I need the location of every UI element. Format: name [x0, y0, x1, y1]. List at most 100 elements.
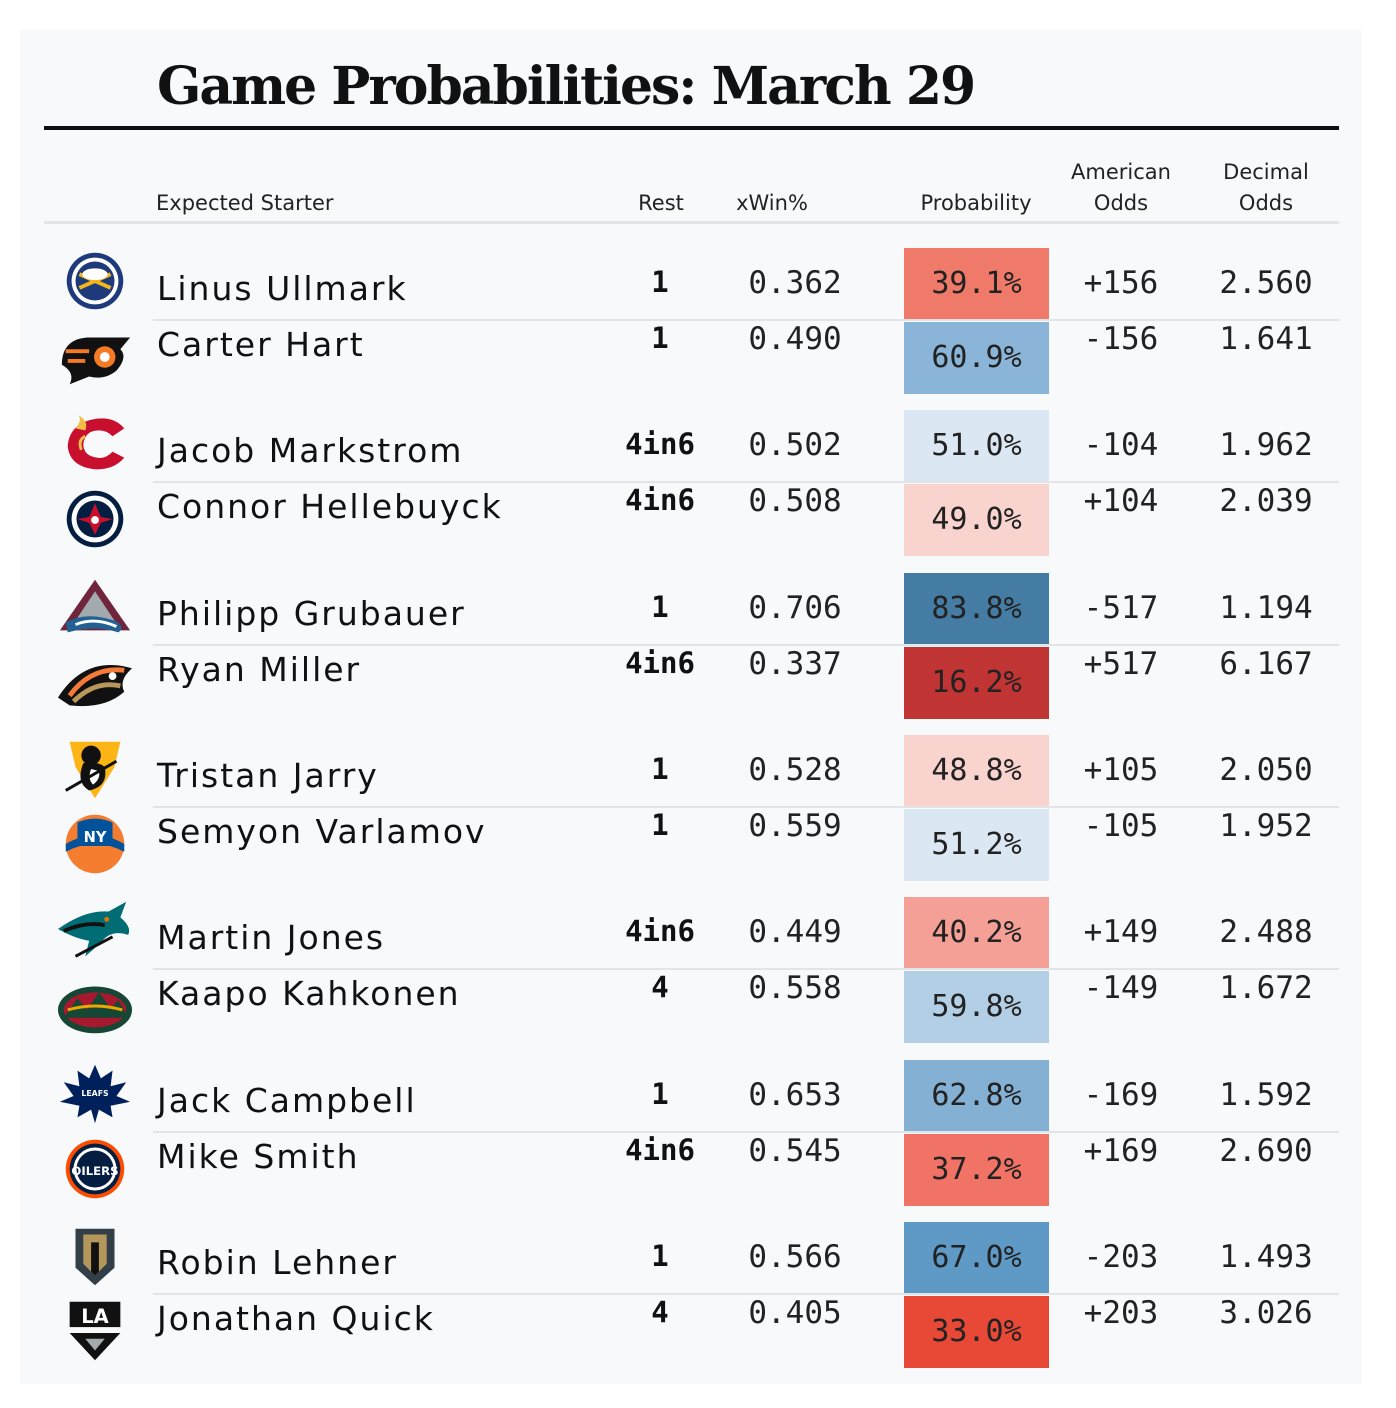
american-odds-jacob-markstrom: -104: [1083, 427, 1159, 463]
probability-value-kaapo-kahkonen: 59.8%: [931, 989, 1022, 1024]
probability-value-linus-ullmark: 39.1%: [931, 266, 1022, 301]
american-odds-tristan-jarry: +105: [1083, 752, 1159, 788]
calgary-flames-logo-icon: [56, 412, 134, 476]
american-odds-semyon-varlamov: -105: [1083, 808, 1159, 844]
probability-cell-robin-lehner: [904, 1222, 1049, 1294]
xwin-value-jack-campbell: 0.653: [748, 1077, 842, 1113]
probability-value-robin-lehner: 67.0%: [931, 1240, 1022, 1275]
header-divider: [44, 221, 1339, 224]
philadelphia-flyers-logo-icon: [56, 325, 134, 389]
header-rest: Rest: [638, 191, 684, 215]
probability-value-jonathan-quick: 33.0%: [931, 1314, 1022, 1349]
xwin-value-semyon-varlamov: 0.559: [748, 808, 842, 844]
american-odds-robin-lehner: -203: [1083, 1239, 1159, 1275]
xwin-value-philipp-grubauer: 0.706: [748, 590, 842, 626]
probability-cell-philipp-grubauer: [904, 573, 1049, 645]
rest-value-kaapo-kahkonen: 4: [651, 970, 669, 1004]
rest-value-jonathan-quick: 4: [651, 1295, 669, 1329]
rest-value-martin-jones: 4in6: [625, 914, 695, 948]
xwin-value-martin-jones: 0.449: [748, 914, 842, 950]
probability-value-mike-smith: 37.2%: [931, 1152, 1022, 1187]
probability-value-carter-hart: 60.9%: [931, 340, 1022, 375]
starter-name-kaapo-kahkonen: Kaapo Kahkonen: [157, 974, 461, 1013]
game-row-divider: [153, 319, 1339, 321]
american-odds-jack-campbell: -169: [1083, 1077, 1159, 1113]
american-odds-connor-hellebuyck: +104: [1083, 483, 1159, 519]
starter-name-mike-smith: Mike Smith: [157, 1137, 360, 1176]
svg-text:LEAFS: LEAFS: [81, 1089, 109, 1098]
decimal-odds-ryan-miller: 6.167: [1219, 646, 1313, 682]
starter-name-jacob-markstrom: Jacob Markstrom: [157, 431, 464, 470]
american-odds-carter-hart: -156: [1083, 321, 1159, 357]
rest-value-carter-hart: 1: [651, 321, 669, 355]
minnesota-wild-logo-icon: [56, 974, 134, 1038]
xwin-value-robin-lehner: 0.566: [748, 1239, 842, 1275]
xwin-value-linus-ullmark: 0.362: [748, 265, 842, 301]
probability-cell-semyon-varlamov: [904, 809, 1049, 881]
san-jose-sharks-logo-icon: [56, 899, 134, 963]
american-odds-linus-ullmark: +156: [1083, 265, 1159, 301]
decimal-odds-kaapo-kahkonen: 1.672: [1219, 970, 1313, 1006]
probability-value-ryan-miller: 16.2%: [931, 665, 1022, 700]
rest-value-mike-smith: 4in6: [625, 1133, 695, 1167]
american-odds-jonathan-quick: +203: [1083, 1295, 1159, 1331]
rest-value-jack-campbell: 1: [651, 1077, 669, 1111]
header-xwin: xWin%: [736, 191, 808, 215]
rest-value-philipp-grubauer: 1: [651, 590, 669, 624]
probability-cell-mike-smith: [904, 1134, 1049, 1206]
probability-value-tristan-jarry: 48.8%: [931, 753, 1022, 788]
probability-value-jacob-markstrom: 51.0%: [931, 428, 1022, 463]
starter-name-jonathan-quick: Jonathan Quick: [157, 1299, 435, 1338]
xwin-value-jonathan-quick: 0.405: [748, 1295, 842, 1331]
header-expected-starter: Expected Starter: [156, 191, 334, 215]
xwin-value-connor-hellebuyck: 0.508: [748, 483, 842, 519]
xwin-value-mike-smith: 0.545: [748, 1133, 842, 1169]
game-row-divider: [153, 644, 1339, 646]
starter-name-martin-jones: Martin Jones: [157, 918, 386, 957]
anaheim-ducks-logo-icon: [56, 650, 134, 714]
starter-name-semyon-varlamov: Semyon Varlamov: [157, 812, 487, 851]
rest-value-connor-hellebuyck: 4in6: [625, 483, 695, 517]
chart-card: [20, 30, 1362, 1384]
probability-value-martin-jones: 40.2%: [931, 915, 1022, 950]
starter-name-robin-lehner: Robin Lehner: [157, 1243, 398, 1282]
header-american-odds-line2: Odds: [1093, 191, 1149, 215]
rest-value-tristan-jarry: 1: [651, 752, 669, 786]
american-odds-kaapo-kahkonen: -149: [1083, 970, 1159, 1006]
header-american-odds-line1: American: [1071, 160, 1171, 184]
los-angeles-kings-logo-icon: LA: [56, 1299, 134, 1363]
buffalo-sabres-logo-icon: [56, 250, 134, 314]
probability-value-semyon-varlamov: 51.2%: [931, 827, 1022, 862]
probability-cell-kaapo-kahkonen: [904, 971, 1049, 1043]
vegas-golden-knights-logo-icon: [56, 1224, 134, 1288]
xwin-value-jacob-markstrom: 0.502: [748, 427, 842, 463]
decimal-odds-jacob-markstrom: 1.962: [1219, 427, 1313, 463]
winnipeg-jets-logo-icon: [56, 487, 134, 551]
rest-value-semyon-varlamov: 1: [651, 808, 669, 842]
starter-name-carter-hart: Carter Hart: [157, 325, 365, 364]
probability-value-jack-campbell: 62.8%: [931, 1078, 1022, 1113]
svg-text:OILERS: OILERS: [71, 1164, 118, 1178]
decimal-odds-semyon-varlamov: 1.952: [1219, 808, 1313, 844]
rest-value-linus-ullmark: 1: [651, 265, 669, 299]
decimal-odds-linus-ullmark: 2.560: [1219, 265, 1313, 301]
game-row-divider: [153, 481, 1339, 483]
starter-name-connor-hellebuyck: Connor Hellebuyck: [157, 487, 503, 526]
probability-cell-tristan-jarry: [904, 735, 1049, 807]
decimal-odds-connor-hellebuyck: 2.039: [1219, 483, 1313, 519]
xwin-value-tristan-jarry: 0.528: [748, 752, 842, 788]
decimal-odds-martin-jones: 2.488: [1219, 914, 1313, 950]
probability-cell-martin-jones: [904, 897, 1049, 969]
starter-name-linus-ullmark: Linus Ullmark: [157, 269, 408, 308]
xwin-value-ryan-miller: 0.337: [748, 646, 842, 682]
starter-name-ryan-miller: Ryan Miller: [157, 650, 362, 689]
rest-value-ryan-miller: 4in6: [625, 646, 695, 680]
probability-cell-connor-hellebuyck: [904, 484, 1049, 556]
xwin-value-carter-hart: 0.490: [748, 321, 842, 357]
american-odds-martin-jones: +149: [1083, 914, 1159, 950]
probability-cell-carter-hart: [904, 322, 1049, 394]
header-decimal-odds-line1: Decimal: [1223, 160, 1309, 184]
probability-cell-jack-campbell: [904, 1060, 1049, 1132]
edmonton-oilers-logo-icon: OILERS: [56, 1137, 134, 1201]
probability-cell-jonathan-quick: [904, 1296, 1049, 1368]
